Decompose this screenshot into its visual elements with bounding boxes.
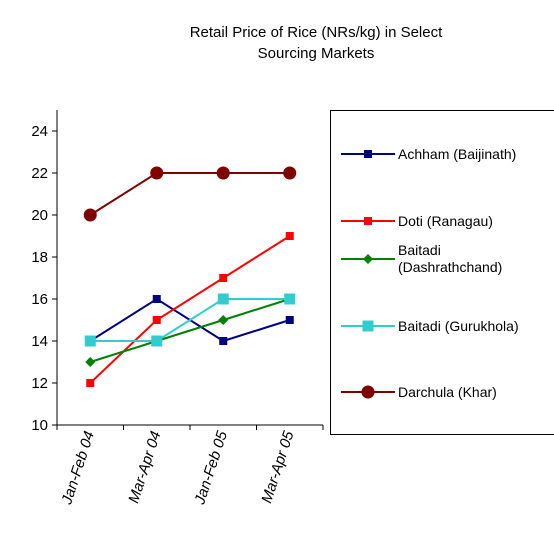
legend-swatch: [341, 385, 395, 399]
marker: [217, 293, 229, 305]
line: [89, 298, 291, 363]
marker: [285, 316, 294, 324]
legend-swatch: [341, 320, 395, 332]
marker: [152, 295, 161, 303]
series: [86, 232, 294, 387]
legend-swatch: [341, 217, 395, 225]
y-tick-label: 20: [31, 207, 48, 224]
marker: [86, 379, 95, 387]
y-tick-label: 12: [31, 375, 48, 392]
marker: [85, 357, 96, 367]
marker: [363, 254, 373, 264]
line: [90, 298, 290, 342]
marker: [83, 208, 97, 222]
marker: [283, 166, 297, 180]
legend-label: Achham (Baijinath): [398, 145, 517, 162]
legend-label: Doti (Ranagau): [398, 212, 493, 229]
marker: [218, 315, 229, 325]
legend-label: Baitadi (Dashrathchand): [398, 242, 503, 275]
x-tick-label: Jan-Feb 04: [58, 429, 98, 507]
marker: [285, 232, 294, 240]
marker: [364, 150, 372, 158]
marker: [152, 316, 161, 324]
marker: [362, 320, 374, 332]
series: [85, 294, 295, 367]
y-tick-label: 24: [31, 123, 48, 140]
marker: [219, 337, 228, 345]
marker: [150, 166, 164, 180]
y-tick-label: 16: [31, 291, 48, 308]
x-tick-label: Mar-Apr 04: [125, 429, 164, 505]
series: [84, 293, 296, 347]
y-tick-label: 10: [31, 417, 48, 434]
marker: [151, 335, 163, 347]
marker: [216, 166, 230, 180]
x-tick-label: Jan-Feb 05: [191, 428, 231, 507]
marker: [361, 385, 375, 399]
marker: [84, 335, 96, 347]
chart-title: Retail Price of Rice (NRs/kg) in Select …: [189, 24, 443, 62]
x-tick-label: Mar-Apr 05: [258, 428, 297, 505]
line: [89, 172, 290, 216]
series: [83, 166, 297, 222]
legend: Achham (Baijinath) Doti (Ranagau) Baitadi …: [330, 110, 554, 435]
marker: [364, 217, 372, 225]
legend-swatch: [341, 254, 395, 264]
legend-swatch: [341, 150, 395, 158]
marker: [219, 274, 228, 282]
y-tick-label: 14: [31, 333, 48, 350]
line: [89, 235, 291, 384]
y-tick-label: 18: [31, 249, 48, 266]
marker: [284, 293, 296, 305]
y-tick-label: 22: [31, 165, 48, 182]
legend-label: Baitadi (Gurukhola): [398, 317, 519, 334]
legend-label: Darchula (Khar): [398, 383, 497, 400]
